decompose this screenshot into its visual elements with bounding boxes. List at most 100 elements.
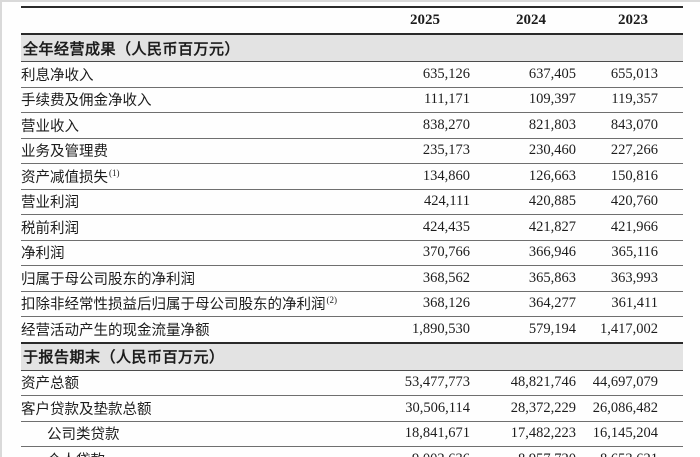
table-row: 客户贷款及垫款总额 30,506,114 28,372,229 26,086,4… — [21, 396, 683, 422]
row-label: 个人贷款 — [21, 447, 360, 457]
table-row: 归属于母公司股东的净利润 368,562 365,863 363,993 — [21, 266, 683, 292]
row-label: 税前利润 — [21, 215, 360, 241]
row-label-text: 归属于母公司股东的净利润 — [21, 271, 195, 288]
table-row: 资产减值损失(1) 134,860 126,663 150,816 — [21, 164, 683, 190]
row-label-text: 扣除非经常性损益后归属于母公司股东的净利润 — [21, 297, 326, 314]
column-header-2025: 2025 — [410, 12, 440, 28]
row-label-text: 公司类贷款 — [47, 427, 120, 444]
value-2025: 18,841,671 — [404, 425, 470, 442]
value-2024: 421,827 — [528, 218, 576, 235]
value-2023: 1,417,002 — [600, 320, 658, 337]
row-label: 资产减值损失(1) — [21, 164, 360, 190]
row-label: 营业利润 — [21, 189, 360, 215]
value-2023: 44,697,079 — [592, 374, 658, 391]
section-header-label: 于报告期末（人民币百万元） — [23, 350, 225, 366]
row-label: 归属于母公司股东的净利润 — [21, 266, 360, 292]
value-2024: 230,460 — [528, 142, 576, 159]
value-2025: 1,890,530 — [412, 320, 470, 337]
value-2023: 421,966 — [610, 218, 658, 235]
row-label: 手续费及佣金净收入 — [21, 87, 360, 113]
section-header-row: 全年经营成果（人民币百万元） — [21, 34, 683, 62]
value-2025: 53,477,773 — [404, 374, 470, 391]
value-2023: 655,013 — [610, 65, 658, 82]
row-label-text: 营业利润 — [21, 195, 79, 212]
table-row: 营业利润 424,111 420,885 420,760 — [21, 189, 683, 215]
value-2023: 361,411 — [611, 295, 658, 312]
row-label: 资产总额 — [21, 370, 360, 396]
value-2024: 366,946 — [528, 244, 576, 261]
value-2025: 134,860 — [422, 167, 470, 184]
value-2024: 420,885 — [528, 193, 576, 210]
table-row: 净利润 370,766 366,946 365,116 — [21, 240, 683, 266]
year-header-row: 2025 2024 2023 — [21, 7, 683, 34]
row-label-text: 资产减值损失 — [21, 169, 108, 186]
value-2024: 821,803 — [528, 116, 576, 133]
value-2024: 126,663 — [528, 167, 576, 184]
financial-summary-table: 2025 2024 2023 全年经营成果（人民币百万元） 利息净收入 635,… — [21, 6, 683, 457]
section-header-row: 于报告期末（人民币百万元） — [21, 342, 683, 370]
value-2024: 364,277 — [528, 295, 576, 312]
row-label: 客户贷款及垫款总额 — [21, 396, 360, 422]
value-2025: 9,002,636 — [360, 447, 470, 457]
value-2025: 424,111 — [423, 193, 470, 210]
value-2025: 235,173 — [422, 142, 470, 159]
value-2023: 420,760 — [610, 193, 658, 210]
value-2024: 48,821,746 — [510, 374, 576, 391]
table-row: 税前利润 424,435 421,827 421,966 — [21, 215, 683, 241]
column-header-2023: 2023 — [618, 12, 648, 28]
table-row: 营业收入 838,270 821,803 843,070 — [21, 113, 683, 138]
row-label-text: 税前利润 — [21, 220, 79, 237]
value-2023: 150,816 — [610, 167, 658, 184]
section-header-label: 全年经营成果（人民币百万元） — [23, 41, 241, 58]
table-row: 业务及管理费 235,173 230,460 227,266 — [21, 138, 683, 164]
value-2025: 424,435 — [422, 218, 470, 235]
row-label-text: 业务及管理费 — [21, 144, 108, 161]
value-2025: 30,506,114 — [405, 399, 470, 416]
value-2023: 227,266 — [610, 142, 658, 159]
row-label: 经营活动产生的现金流量净额 — [21, 317, 360, 343]
value-2025: 370,766 — [422, 244, 470, 261]
value-2023: 365,116 — [611, 244, 658, 261]
footnote-ref: (2) — [326, 295, 338, 306]
value-2025: 368,126 — [422, 295, 470, 312]
table-row: 手续费及佣金净收入 111,171 109,397 119,357 — [21, 87, 683, 113]
row-label-text: 个人贷款 — [47, 453, 105, 457]
row-label: 利息净收入 — [21, 62, 360, 88]
value-2025: 635,126 — [422, 65, 470, 82]
value-2024: 365,863 — [528, 269, 576, 286]
table-row: 个人贷款 9,002,636 8,957,720 8,653,621 — [21, 447, 683, 457]
value-2023: 8,653,621 — [576, 447, 683, 457]
row-label-text: 净利润 — [21, 246, 65, 263]
page-edge-left — [0, 0, 2, 457]
value-2025: 368,562 — [422, 269, 470, 286]
value-2023: 843,070 — [610, 116, 658, 133]
row-label: 扣除非经常性损益后归属于母公司股东的净利润(2) — [21, 291, 360, 317]
header-corner-cell — [21, 7, 360, 34]
value-2024: 17,482,223 — [510, 425, 576, 442]
value-2023: 26,086,482 — [592, 399, 658, 416]
row-label: 公司类贷款 — [21, 421, 360, 447]
column-header-2024: 2024 — [516, 12, 546, 28]
row-label-text: 手续费及佣金净收入 — [21, 93, 152, 110]
value-2024: 637,405 — [528, 65, 576, 82]
value-2024: 109,397 — [528, 91, 576, 108]
value-2024: 28,372,229 — [510, 399, 576, 416]
row-label-text: 资产总额 — [21, 376, 79, 393]
row-label: 业务及管理费 — [21, 138, 360, 164]
value-2023: 363,993 — [610, 269, 658, 286]
footnote-ref: (1) — [109, 167, 120, 178]
table-row: 利息净收入 635,126 637,405 655,013 — [21, 62, 683, 88]
table-row: 扣除非经常性损益后归属于母公司股东的净利润(2) 368,126 364,277… — [21, 291, 683, 317]
row-label-text: 营业收入 — [21, 118, 79, 135]
table-row: 经营活动产生的现金流量净额 1,890,530 579,194 1,417,00… — [21, 317, 683, 343]
table-row: 资产总额 53,477,773 48,821,746 44,697,079 — [21, 370, 683, 396]
value-2025: 838,270 — [422, 116, 470, 133]
row-label-text: 经营活动产生的现金流量净额 — [21, 322, 210, 339]
page-edge-top — [0, 0, 700, 2]
value-2024: 8,957,720 — [470, 447, 576, 457]
value-2023: 16,145,204 — [592, 425, 658, 442]
row-label-text: 利息净收入 — [21, 67, 94, 84]
table-row: 公司类贷款 18,841,671 17,482,223 16,145,204 — [21, 421, 683, 447]
value-2024: 579,194 — [528, 320, 576, 337]
